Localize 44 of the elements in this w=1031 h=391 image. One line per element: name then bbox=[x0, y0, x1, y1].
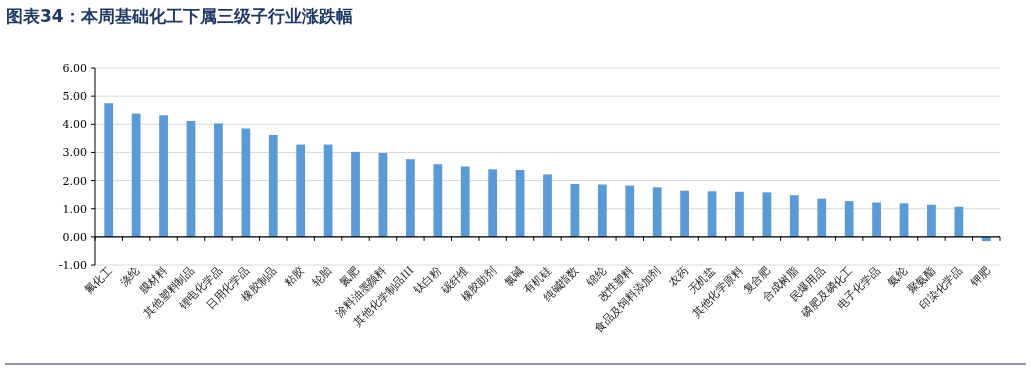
bar bbox=[268, 134, 278, 237]
bar bbox=[515, 169, 525, 237]
bar bbox=[214, 123, 223, 237]
bar bbox=[762, 192, 772, 237]
bar bbox=[159, 115, 168, 237]
bar bbox=[186, 120, 196, 237]
y-tick-label: 2.00 bbox=[62, 174, 87, 188]
chart-title: 图表34：本周基础化工下属三级子行业涨跌幅 bbox=[6, 6, 353, 26]
bar bbox=[789, 195, 799, 237]
y-tick-label: 3.00 bbox=[62, 146, 87, 160]
x-tick-label: 粘胶 bbox=[282, 263, 307, 289]
bar bbox=[378, 152, 388, 237]
x-tick-label: 轮胎 bbox=[309, 263, 335, 289]
y-tick-label: 0.00 bbox=[62, 230, 87, 244]
bar bbox=[872, 202, 881, 237]
bar bbox=[323, 144, 333, 237]
bar bbox=[735, 191, 744, 237]
bar bbox=[680, 190, 690, 237]
bar bbox=[597, 184, 607, 237]
bar bbox=[927, 204, 936, 237]
bar bbox=[433, 164, 443, 237]
y-tick-label: -1.00 bbox=[58, 259, 87, 272]
bar bbox=[899, 203, 909, 237]
bar bbox=[652, 187, 662, 237]
bar bbox=[104, 103, 114, 237]
y-tick-label: 5.00 bbox=[62, 90, 87, 104]
bar bbox=[351, 151, 360, 237]
bar bbox=[460, 166, 470, 237]
bar bbox=[625, 185, 635, 237]
bar bbox=[296, 144, 306, 237]
x-tick-label: 钾肥 bbox=[966, 263, 993, 290]
bar bbox=[570, 183, 580, 237]
y-tick-label: 6.00 bbox=[62, 62, 87, 75]
bar bbox=[817, 198, 827, 237]
bar bbox=[954, 206, 964, 237]
bar bbox=[543, 174, 552, 237]
y-tick-label: 1.00 bbox=[62, 202, 87, 216]
bar bbox=[844, 201, 854, 237]
bar bbox=[707, 191, 717, 237]
bar bbox=[488, 169, 498, 237]
bar bbox=[241, 128, 251, 237]
bar bbox=[405, 159, 415, 237]
y-tick-label: 4.00 bbox=[62, 118, 87, 132]
bar bbox=[131, 113, 141, 237]
